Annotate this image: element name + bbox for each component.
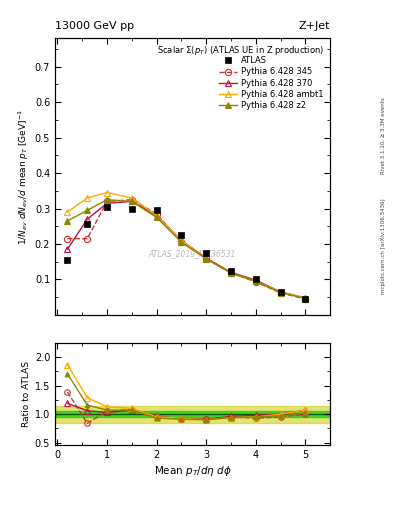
- Pythia 6.428 z2: [129, 198, 134, 204]
- Pythia 6.428 345: [204, 255, 209, 261]
- Pythia 6.428 ambt1: [105, 189, 109, 196]
- Pythia 6.428 z2: [278, 289, 283, 295]
- ATLAS: [154, 207, 159, 214]
- Bar: [55, 411, 330, 417]
- Pythia 6.428 ambt1: [204, 256, 209, 262]
- Pythia 6.428 370: [154, 212, 159, 219]
- Pythia 6.428 z2: [229, 270, 233, 276]
- Pythia 6.428 z2: [179, 239, 184, 245]
- Y-axis label: $1/N_{ev}\ dN_{ev}/d\ \mathrm{mean}\ p_T\ [\mathrm{GeV}]^{-1}$: $1/N_{ev}\ dN_{ev}/d\ \mathrm{mean}\ p_T…: [16, 109, 31, 245]
- Pythia 6.428 370: [129, 198, 134, 204]
- Pythia 6.428 370: [179, 238, 184, 244]
- ATLAS: [129, 205, 134, 211]
- Pythia 6.428 345: [253, 279, 258, 285]
- Legend: ATLAS, Pythia 6.428 345, Pythia 6.428 370, Pythia 6.428 ambt1, Pythia 6.428 z2: ATLAS, Pythia 6.428 345, Pythia 6.428 37…: [219, 56, 323, 110]
- Pythia 6.428 ambt1: [303, 295, 308, 301]
- Line: Pythia 6.428 z2: Pythia 6.428 z2: [64, 197, 308, 302]
- Pythia 6.428 ambt1: [229, 270, 233, 276]
- Pythia 6.428 345: [179, 239, 184, 245]
- Line: Pythia 6.428 ambt1: Pythia 6.428 ambt1: [64, 189, 309, 301]
- Pythia 6.428 z2: [65, 218, 70, 224]
- Pythia 6.428 ambt1: [253, 278, 258, 284]
- Bar: [55, 406, 330, 423]
- Line: ATLAS: ATLAS: [64, 204, 309, 302]
- Pythia 6.428 345: [278, 290, 283, 296]
- Text: ATLAS_2019_I1736531: ATLAS_2019_I1736531: [149, 249, 236, 259]
- Pythia 6.428 370: [278, 289, 283, 295]
- Pythia 6.428 z2: [204, 256, 209, 262]
- Text: Z+Jet: Z+Jet: [299, 20, 330, 31]
- Text: Scalar $\Sigma(p_T)$ (ATLAS UE in Z production): Scalar $\Sigma(p_T)$ (ATLAS UE in Z prod…: [158, 44, 325, 57]
- Pythia 6.428 z2: [85, 207, 90, 214]
- Pythia 6.428 370: [105, 200, 109, 206]
- Line: Pythia 6.428 370: Pythia 6.428 370: [64, 198, 309, 301]
- ATLAS: [303, 296, 308, 302]
- Text: Rivet 3.1.10, ≥ 3.3M events: Rivet 3.1.10, ≥ 3.3M events: [381, 97, 386, 174]
- Pythia 6.428 370: [204, 255, 209, 261]
- X-axis label: Mean $p_T/d\eta\ d\phi$: Mean $p_T/d\eta\ d\phi$: [154, 464, 231, 479]
- Pythia 6.428 ambt1: [154, 212, 159, 219]
- Pythia 6.428 345: [303, 296, 308, 302]
- ATLAS: [229, 267, 233, 273]
- Pythia 6.428 370: [229, 269, 233, 275]
- ATLAS: [253, 276, 258, 283]
- Pythia 6.428 345: [85, 236, 90, 242]
- Pythia 6.428 z2: [154, 215, 159, 221]
- Pythia 6.428 ambt1: [179, 238, 184, 244]
- Pythia 6.428 z2: [303, 295, 308, 302]
- Line: Pythia 6.428 345: Pythia 6.428 345: [64, 197, 309, 302]
- Pythia 6.428 z2: [253, 278, 258, 284]
- Pythia 6.428 370: [85, 216, 90, 222]
- Pythia 6.428 345: [105, 198, 109, 204]
- ATLAS: [278, 289, 283, 295]
- Y-axis label: Ratio to ATLAS: Ratio to ATLAS: [22, 361, 31, 427]
- Pythia 6.428 ambt1: [65, 209, 70, 215]
- Pythia 6.428 370: [253, 277, 258, 283]
- Pythia 6.428 345: [65, 236, 70, 242]
- ATLAS: [204, 250, 209, 256]
- ATLAS: [65, 257, 70, 263]
- Text: mcplots.cern.ch [arXiv:1306.3436]: mcplots.cern.ch [arXiv:1306.3436]: [381, 198, 386, 293]
- Pythia 6.428 345: [129, 197, 134, 203]
- Pythia 6.428 z2: [105, 197, 109, 203]
- Pythia 6.428 ambt1: [278, 289, 283, 295]
- Pythia 6.428 ambt1: [85, 195, 90, 201]
- Pythia 6.428 ambt1: [129, 195, 134, 201]
- Text: 13000 GeV pp: 13000 GeV pp: [55, 20, 134, 31]
- Pythia 6.428 345: [154, 211, 159, 217]
- Pythia 6.428 345: [229, 270, 233, 276]
- Pythia 6.428 370: [303, 295, 308, 301]
- ATLAS: [85, 221, 90, 227]
- Pythia 6.428 370: [65, 246, 70, 252]
- ATLAS: [105, 204, 109, 210]
- ATLAS: [179, 232, 184, 238]
